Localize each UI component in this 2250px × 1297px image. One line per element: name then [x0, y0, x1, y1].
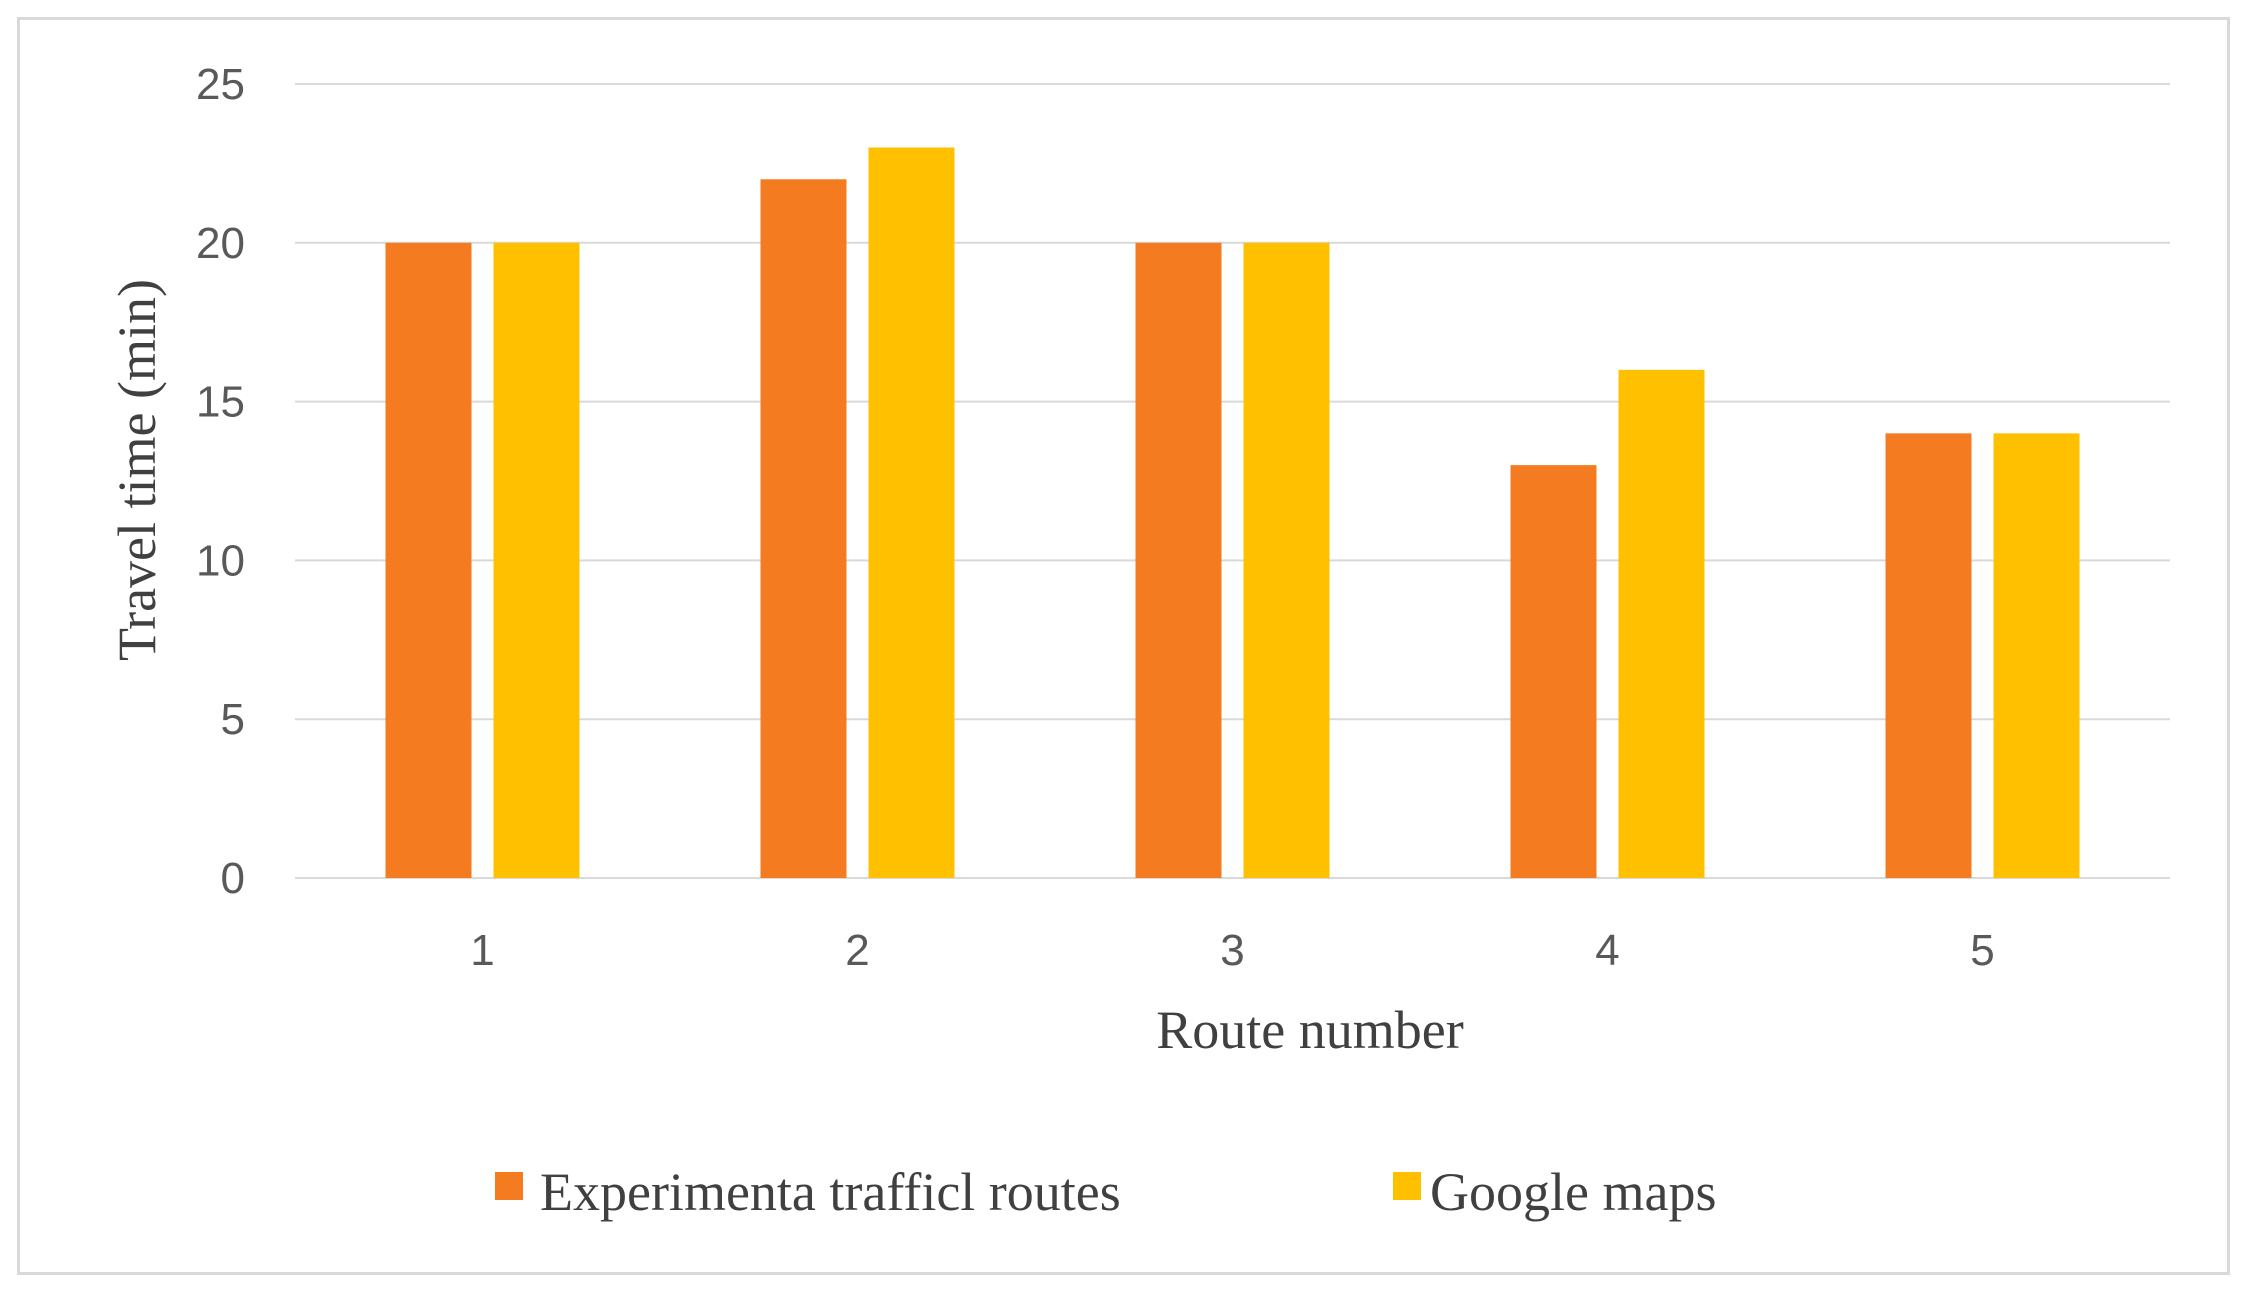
x-tick-label: 4 [1595, 926, 1619, 975]
x-tick-labels: 1 2 3 4 5 [470, 926, 1994, 975]
x-tick-label: 3 [1220, 926, 1244, 975]
bars [385, 147, 2080, 879]
y-tick-label: 20 [196, 219, 245, 268]
bar-route-3-series-1 [1243, 242, 1330, 879]
y-tick-label: 10 [196, 536, 245, 585]
gridlines [295, 83, 2170, 879]
legend: Experimenta trafficl routes Google maps [495, 1162, 1716, 1222]
legend-label-experimental-routes: Experimenta trafficl routes [540, 1162, 1121, 1222]
x-tick-label: 2 [845, 926, 869, 975]
legend-swatch-experimental-routes [495, 1172, 523, 1200]
y-tick-labels: 0 5 10 15 20 25 [196, 60, 245, 903]
y-axis-title: Travel time (min) [107, 279, 167, 661]
x-tick-label: 5 [1970, 926, 1994, 975]
bar-route-3-series-0 [1135, 242, 1222, 879]
bar-route-4-series-1 [1618, 369, 1705, 878]
bar-route-1-series-1 [493, 242, 580, 879]
bar-route-5-series-0 [1885, 433, 1972, 878]
bar-route-5-series-1 [1993, 433, 2080, 878]
legend-label-google-maps: Google maps [1430, 1162, 1716, 1222]
bar-route-2-series-0 [760, 179, 847, 878]
bar-route-1-series-0 [385, 242, 472, 879]
x-axis-title: Route number [1156, 1000, 1463, 1060]
y-tick-label: 5 [221, 695, 245, 744]
x-tick-label: 1 [470, 926, 494, 975]
bar-route-4-series-0 [1510, 465, 1597, 878]
y-tick-label: 15 [196, 378, 245, 427]
y-tick-label: 25 [196, 60, 245, 109]
bar-route-2-series-1 [868, 147, 955, 878]
legend-swatch-google-maps [1393, 1172, 1421, 1200]
y-tick-label: 0 [221, 854, 245, 903]
